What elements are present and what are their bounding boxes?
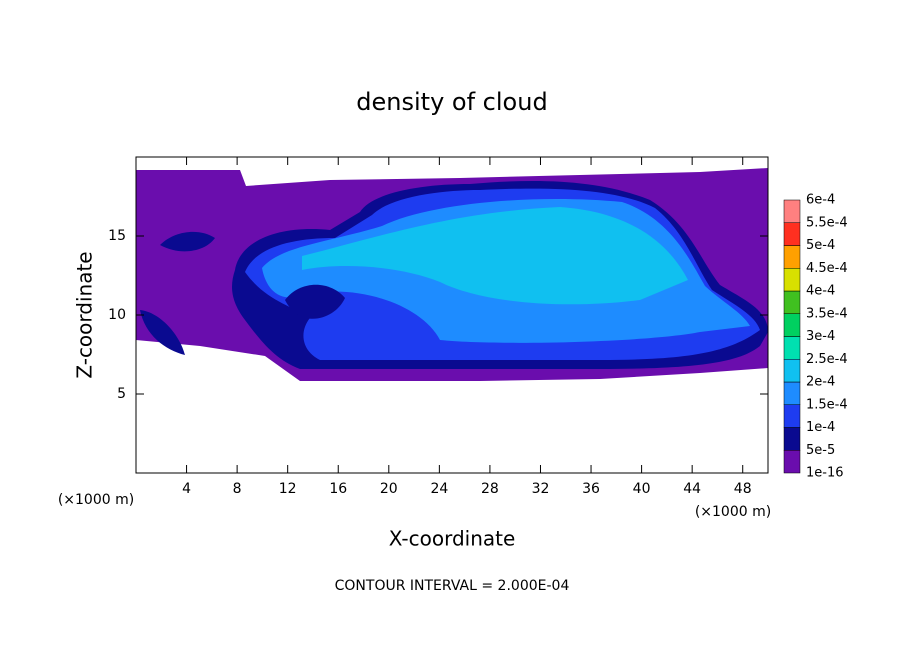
contour-region: [140, 231, 215, 355]
contour-region: [302, 207, 688, 305]
x-tick-label: 44: [683, 481, 701, 497]
x-tick-label: 20: [380, 481, 398, 497]
x-tick-label: 24: [430, 481, 448, 497]
colorbar-swatch: [783, 222, 801, 246]
x-tick-label: 12: [279, 481, 297, 497]
y-tick-label: 10: [108, 307, 126, 323]
x-tick-label: 4: [182, 481, 191, 497]
colorbar-swatch: [783, 404, 801, 428]
y-tick-label: 5: [117, 386, 126, 402]
chart-title: density of cloud: [356, 88, 547, 116]
colorbar-swatch: [783, 359, 801, 383]
x-tick-label: 36: [582, 481, 600, 497]
colorbar-swatch: [783, 199, 801, 223]
colorbar-swatch: [783, 245, 801, 269]
colorbar-swatch: [783, 427, 801, 451]
x-tick-label: 8: [233, 481, 242, 497]
colorbar-label: 1.5e-4: [806, 397, 848, 412]
contour-field: [136, 168, 768, 381]
y-tick-label: 15: [108, 228, 126, 244]
y-unit-label: (×1000 m): [58, 492, 134, 508]
colorbar-swatch: [783, 336, 801, 360]
colorbar-label: 1e-16: [806, 466, 844, 481]
y-axis-label: Z-coordinate: [73, 251, 97, 378]
colorbar-label: 2e-4: [806, 375, 835, 390]
contour-region: [285, 284, 345, 319]
colorbar-swatch: [783, 313, 801, 337]
plot-frame: [135, 156, 769, 474]
x-tick-label: 16: [329, 481, 347, 497]
x-axis-label: X-coordinate: [389, 527, 516, 551]
colorbar-label: 4e-4: [806, 284, 835, 299]
x-unit-label: (×1000 m): [695, 504, 771, 520]
x-tick-label: 32: [532, 481, 550, 497]
colorbar-swatch: [783, 381, 801, 405]
colorbar-label: 5.5e-4: [806, 215, 848, 230]
colorbar-label: 3e-4: [806, 329, 835, 344]
colorbar-label: 5e-4: [806, 238, 835, 253]
colorbar-swatch: [783, 290, 801, 314]
colorbar-label: 4.5e-4: [806, 261, 848, 276]
colorbar-label: 3.5e-4: [806, 306, 848, 321]
colorbar-label: 1e-4: [806, 420, 835, 435]
contour-interval: CONTOUR INTERVAL = 2.000E-04: [335, 578, 570, 594]
colorbar-label: 5e-5: [806, 443, 835, 458]
colorbar-swatch: [783, 450, 801, 474]
x-tick-label: 40: [633, 481, 651, 497]
colorbar-swatch: [783, 268, 801, 292]
x-tick-label: 48: [734, 481, 752, 497]
x-tick-label: 28: [481, 481, 499, 497]
colorbar-label: 2.5e-4: [806, 352, 848, 367]
colorbar-label: 6e-4: [806, 193, 835, 208]
